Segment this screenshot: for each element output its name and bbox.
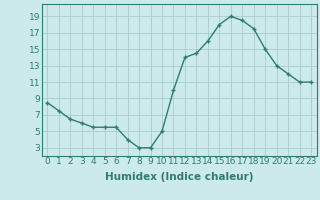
X-axis label: Humidex (Indice chaleur): Humidex (Indice chaleur) [105, 172, 253, 182]
